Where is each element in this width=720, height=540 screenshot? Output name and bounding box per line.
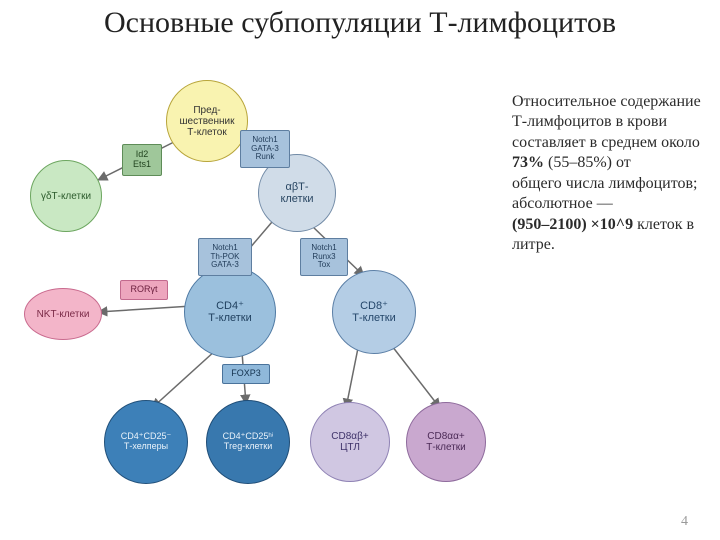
t-b2: (950–2100) ×10^9 (512, 216, 633, 233)
t2: Т-лимфоцитов в крови (512, 113, 667, 130)
t4: (55–85%) от (544, 154, 631, 171)
t6: абсолютное — (512, 195, 613, 212)
node-box_Notch1a: Notch1GATA-3Runk (240, 130, 290, 168)
node-CD8aa: CD8αα+Т-клетки (406, 402, 486, 482)
node-gdT: γδТ-клетки (30, 160, 102, 232)
slide-title: Основные субпопуляции Т-лимфоцитов (0, 6, 720, 41)
t-cell-diagram: Пред-шественникТ-клетокγδТ-клеткиαβТ-кле… (20, 80, 520, 510)
node-NKT: NKT-клетки (24, 288, 102, 340)
node-box_Id2: Id2Ets1 (122, 144, 162, 176)
node-progenitor: Пред-шественникТ-клеток (166, 80, 248, 162)
node-CD8ab: CD8αβ+ЦТЛ (310, 402, 390, 482)
node-box_FOXP3: FOXP3 (222, 364, 270, 384)
node-box_RORgt: RORγt (120, 280, 168, 300)
node-CD4: CD4⁺Т-клетки (184, 266, 276, 358)
node-CD8: CD8⁺Т-клетки (332, 270, 416, 354)
t5: общего числа лимфоцитов; (512, 175, 697, 192)
page-number: 4 (681, 514, 688, 530)
node-Treg: CD4⁺CD25ʰⁱТreg-клетки (206, 400, 290, 484)
node-CD4CD25lo: CD4⁺CD25⁻Т-хелперы (104, 400, 188, 484)
side-text: Относительное содержание Т-лимфоцитов в … (512, 92, 702, 256)
t1: Относительное содержание (512, 93, 701, 110)
node-box_Notch1b: Notch1Th-POKGATA-3 (198, 238, 252, 276)
t3: составляет в среднем около (512, 134, 700, 151)
node-box_Notch1c: Notch1Runx3Tox (300, 238, 348, 276)
